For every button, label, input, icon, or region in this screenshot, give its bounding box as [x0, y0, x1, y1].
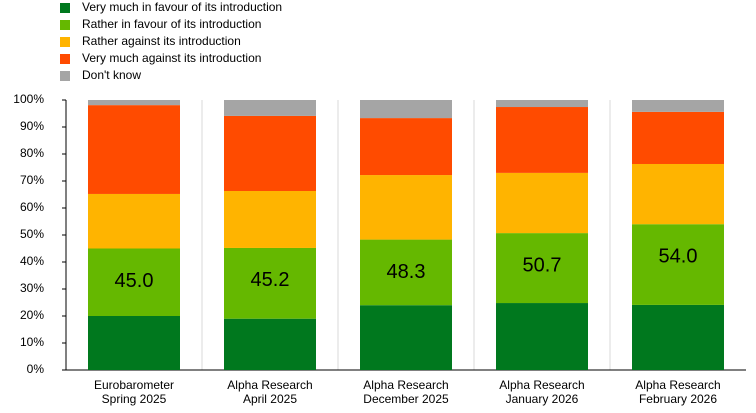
x-tick-label: Alpha Research — [363, 378, 448, 392]
value-label: 48.3 — [387, 261, 426, 283]
x-tick-label: December 2025 — [363, 392, 449, 406]
legend-swatch — [60, 37, 70, 47]
bar-segment — [496, 100, 588, 108]
legend-label: Very much against its introduction — [82, 51, 261, 65]
bar-segment — [88, 316, 180, 370]
bar-segment — [496, 172, 588, 234]
bar-segment — [632, 163, 724, 225]
x-tick-label: April 2025 — [243, 392, 297, 406]
y-tick-label: 90% — [20, 119, 44, 133]
bar-segment — [632, 111, 724, 164]
bar-segment — [360, 100, 452, 119]
bar-segment — [224, 100, 316, 116]
y-tick-label: 100% — [13, 92, 44, 106]
x-tick-label: Alpha Research — [635, 378, 720, 392]
value-label: 45.2 — [251, 269, 290, 291]
y-tick-label: 80% — [20, 146, 44, 160]
legend-swatch — [60, 20, 70, 30]
y-tick-label: 70% — [20, 173, 44, 187]
y-tick-label: 0% — [27, 362, 45, 376]
bar-segment — [88, 193, 180, 249]
x-tick-label: Spring 2025 — [102, 392, 167, 406]
y-tick-label: 10% — [20, 335, 44, 349]
bar-segment — [224, 318, 316, 370]
bar-segment — [360, 118, 452, 176]
bar-segment — [224, 190, 316, 248]
bar-segment — [360, 175, 452, 240]
bar-segment — [496, 303, 588, 370]
y-tick-label: 30% — [20, 281, 44, 295]
bar-segment — [224, 247, 316, 319]
legend-label: Rather against its introduction — [82, 34, 241, 48]
x-tick-label: Alpha Research — [499, 378, 584, 392]
bar-segment — [632, 100, 724, 112]
y-tick-label: 20% — [20, 308, 44, 322]
y-tick-label: 60% — [20, 200, 44, 214]
x-tick-label: February 2026 — [639, 392, 717, 406]
y-tick-label: 50% — [20, 227, 44, 241]
bar-segment — [632, 224, 724, 305]
legend-swatch — [60, 54, 70, 64]
y-tick-label: 40% — [20, 254, 44, 268]
value-label: 54.0 — [659, 245, 698, 267]
bar-segment — [632, 304, 724, 370]
x-tick-label: Alpha Research — [227, 378, 312, 392]
bar-segment — [88, 105, 180, 194]
value-label: 45.0 — [115, 270, 154, 292]
legend-label: Very much in favour of its introduction — [82, 0, 282, 14]
bar-segment — [88, 100, 180, 106]
bar-segment — [224, 115, 316, 191]
value-label: 50.7 — [523, 254, 562, 276]
x-tick-label: January 2026 — [506, 392, 579, 406]
bar-segment — [88, 248, 180, 316]
bar-segment — [360, 305, 452, 370]
bar-segment — [496, 233, 588, 304]
legend-swatch — [60, 3, 70, 13]
bar-segment — [360, 239, 452, 306]
bar-segment — [496, 107, 588, 173]
x-tick-label: Eurobarometer — [94, 378, 174, 392]
legend-label: Rather in favour of its introduction — [82, 17, 261, 31]
legend-label: Don't know — [82, 68, 141, 82]
legend-swatch — [60, 71, 70, 81]
